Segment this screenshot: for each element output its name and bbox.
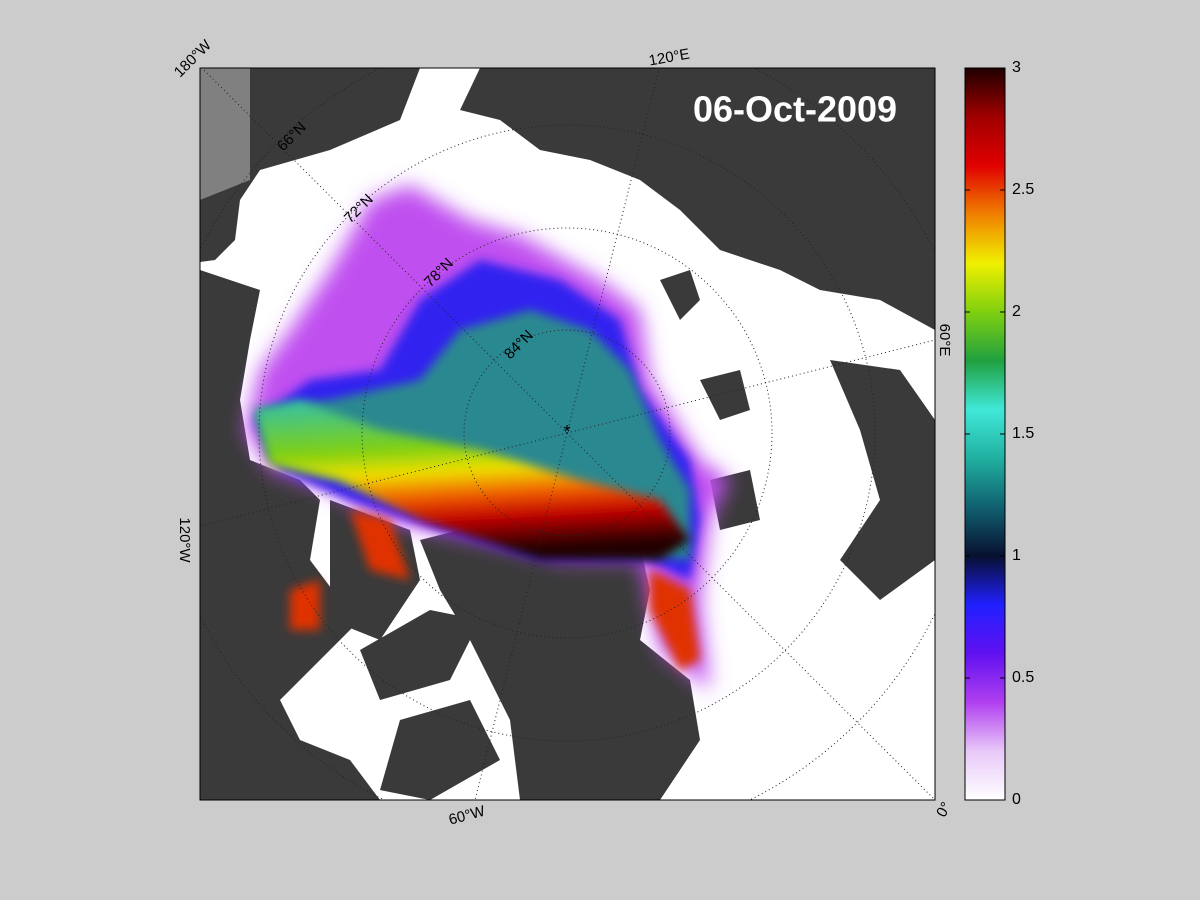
map: * — [200, 68, 935, 800]
canada — [200, 270, 380, 800]
colorbar: 0 0.5 1 1.5 2 2.5 3 — [964, 59, 1034, 808]
colorbar-tick-label: 2.5 — [1012, 181, 1034, 198]
colorbar-tick-label: 3 — [1012, 59, 1021, 76]
colorbar-tick-label: 1 — [1012, 547, 1021, 564]
alaska — [200, 68, 420, 262]
colorbar-tick-label: 0.5 — [1012, 669, 1034, 686]
lon-label: 60°E — [936, 324, 953, 357]
ice-thickest — [255, 400, 690, 560]
colorbar-tick-label: 2 — [1012, 303, 1021, 320]
islands — [660, 270, 760, 530]
colorbar-tick-label: 1.5 — [1012, 425, 1034, 442]
graticule — [200, 68, 935, 800]
land-mask — [200, 68, 250, 200]
map-frame — [199, 67, 936, 801]
colorbar-tick-label: 0 — [1012, 791, 1021, 808]
colorbar-scale — [964, 67, 1006, 801]
siberia — [460, 68, 935, 330]
pole-marker: * — [563, 422, 570, 442]
scandinavia — [830, 360, 935, 600]
date-title: 06-Oct-2009 — [693, 89, 897, 130]
greenland — [420, 520, 700, 800]
archipelago — [330, 500, 500, 800]
ice-patches — [290, 510, 700, 670]
lon-label: 120°W — [176, 517, 193, 563]
lon-label: 120°E — [648, 46, 691, 70]
